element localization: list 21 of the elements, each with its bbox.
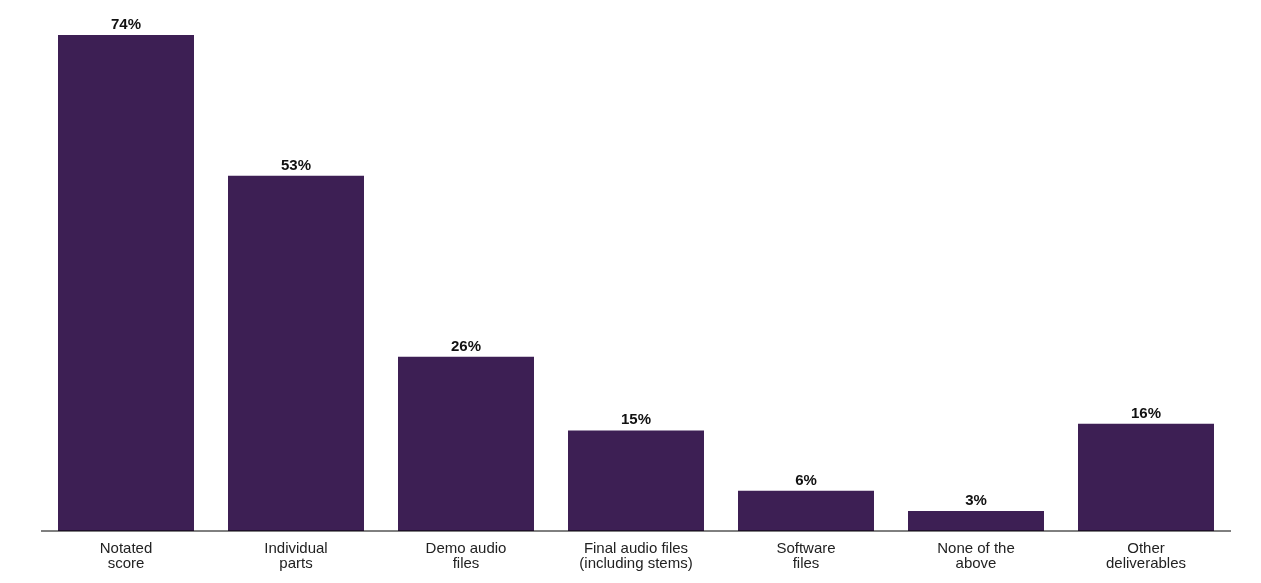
data-label: 15% xyxy=(620,410,652,428)
bar xyxy=(908,510,1044,531)
bar xyxy=(1078,423,1214,531)
data-label: 6% xyxy=(795,470,817,488)
bar xyxy=(228,175,364,531)
x-tick-label: Software files xyxy=(776,539,836,571)
data-label: 26% xyxy=(450,336,482,354)
bar xyxy=(58,35,194,531)
x-tick-label: Notated score xyxy=(99,539,153,571)
x-tick-label: Final audio files (including stems) xyxy=(579,539,693,571)
x-tick-label: Individual parts xyxy=(264,539,328,571)
x-tick-label: Other deliverables xyxy=(1105,539,1187,571)
bar xyxy=(738,490,874,531)
data-label: 53% xyxy=(280,155,312,173)
x-tick-label: None of the above xyxy=(937,539,1015,571)
bar xyxy=(568,430,704,531)
x-tick-label: Demo audio files xyxy=(425,539,507,571)
data-label: 16% xyxy=(1130,403,1162,421)
data-label: 74% xyxy=(110,15,142,32)
bar xyxy=(398,356,534,531)
data-label: 3% xyxy=(965,490,987,508)
